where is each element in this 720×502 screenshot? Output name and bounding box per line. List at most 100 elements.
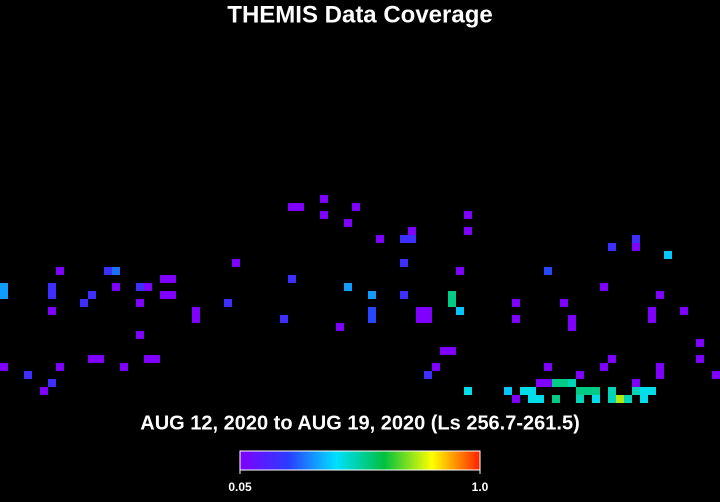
- coverage-cell: [0, 363, 8, 371]
- coverage-cell: [120, 363, 128, 371]
- colorbar: [239, 450, 481, 471]
- coverage-cell: [544, 363, 552, 371]
- coverage-cell: [656, 363, 664, 371]
- coverage-cell: [368, 307, 376, 315]
- coverage-cell: [624, 395, 632, 403]
- coverage-cell: [280, 315, 288, 323]
- coverage-cell: [552, 379, 560, 387]
- coverage-cell: [192, 315, 200, 323]
- coverage-cell: [416, 315, 424, 323]
- coverage-cell: [40, 387, 48, 395]
- coverage-cell: [0, 291, 8, 299]
- coverage-cell: [464, 227, 472, 235]
- coverage-cell: [608, 355, 616, 363]
- coverage-cell: [400, 235, 408, 243]
- coverage-cell: [288, 275, 296, 283]
- coverage-cell: [608, 395, 616, 403]
- coverage-cell: [288, 203, 296, 211]
- coverage-cell: [232, 259, 240, 267]
- coverage-cell: [0, 283, 8, 291]
- coverage-cell: [448, 347, 456, 355]
- coverage-cell: [448, 291, 456, 299]
- coverage-cell: [464, 387, 472, 395]
- coverage-cell: [352, 203, 360, 211]
- coverage-cell: [584, 387, 592, 395]
- coverage-cell: [168, 275, 176, 283]
- coverage-cell: [136, 283, 144, 291]
- coverage-cell: [136, 331, 144, 339]
- coverage-cell: [424, 371, 432, 379]
- coverage-cell: [320, 211, 328, 219]
- coverage-cell: [336, 323, 344, 331]
- coverage-cell: [640, 387, 648, 395]
- coverage-cell: [456, 307, 464, 315]
- coverage-cell: [56, 363, 64, 371]
- coverage-cell: [544, 379, 552, 387]
- coverage-cell: [24, 371, 32, 379]
- coverage-cell: [344, 283, 352, 291]
- coverage-cell: [632, 243, 640, 251]
- coverage-cell: [144, 283, 152, 291]
- coverage-cell: [448, 299, 456, 307]
- coverage-cell: [320, 195, 328, 203]
- coverage-cell: [416, 307, 424, 315]
- chart-subtitle: AUG 12, 2020 to AUG 19, 2020 (Ls 256.7-2…: [140, 412, 579, 434]
- coverage-cell: [576, 395, 584, 403]
- coverage-cell: [48, 291, 56, 299]
- coverage-cell: [144, 355, 152, 363]
- coverage-cell: [296, 203, 304, 211]
- coverage-cell: [656, 371, 664, 379]
- coverage-cell: [408, 235, 416, 243]
- coverage-cell: [376, 235, 384, 243]
- coverage-cell: [112, 267, 120, 275]
- coverage-cell: [544, 267, 552, 275]
- coverage-cell: [344, 219, 352, 227]
- coverage-cell: [520, 387, 528, 395]
- coverage-cell: [528, 395, 536, 403]
- coverage-cell: [136, 299, 144, 307]
- coverage-cell: [536, 395, 544, 403]
- coverage-cell: [80, 299, 88, 307]
- coverage-cell: [560, 379, 568, 387]
- coverage-cell: [192, 307, 200, 315]
- coverage-cell: [568, 315, 576, 323]
- chart-title: THEMIS Data Coverage: [227, 1, 492, 28]
- coverage-cell: [640, 395, 648, 403]
- coverage-cell: [696, 355, 704, 363]
- coverage-cell: [408, 227, 416, 235]
- coverage-cell: [592, 387, 600, 395]
- coverage-cell: [664, 251, 672, 259]
- coverage-cell: [368, 315, 376, 323]
- coverage-cell: [568, 323, 576, 331]
- coverage-cell: [608, 387, 616, 395]
- coverage-cell: [48, 283, 56, 291]
- coverage-cell: [680, 307, 688, 315]
- coverage-cell: [48, 307, 56, 315]
- coverage-cell: [440, 347, 448, 355]
- coverage-cell: [160, 291, 168, 299]
- coverage-cell: [88, 291, 96, 299]
- coverage-cell: [656, 291, 664, 299]
- coverage-cell: [632, 235, 640, 243]
- coverage-cell: [576, 371, 584, 379]
- coverage-cell: [648, 387, 656, 395]
- coverage-cell: [400, 259, 408, 267]
- coverage-cell: [88, 355, 96, 363]
- coverage-cell: [512, 395, 520, 403]
- coverage-cell: [112, 283, 120, 291]
- coverage-cell: [48, 379, 56, 387]
- coverage-cell: [648, 315, 656, 323]
- coverage-cell: [168, 291, 176, 299]
- coverage-cell: [632, 379, 640, 387]
- coverage-cell: [104, 267, 112, 275]
- colorbar-label: 0.05: [228, 480, 252, 494]
- coverage-cell: [512, 299, 520, 307]
- colorbar-label: 1.0: [472, 480, 489, 494]
- coverage-cell: [424, 315, 432, 323]
- coverage-cell: [632, 387, 640, 395]
- coverage-cell: [464, 211, 472, 219]
- coverage-cell: [568, 379, 576, 387]
- coverage-cell: [456, 267, 464, 275]
